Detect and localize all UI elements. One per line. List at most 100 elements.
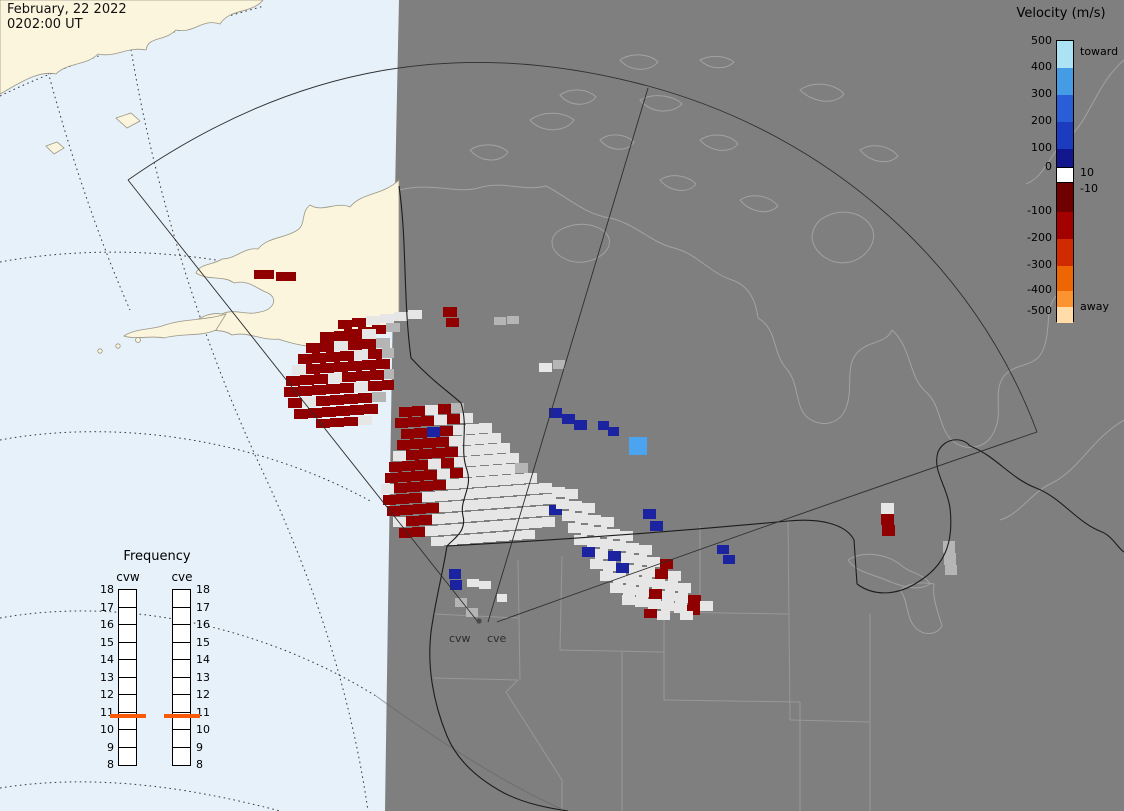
velocity-cell [644,609,657,618]
timestamp: February, 22 2022 0202:00 UT [7,2,127,33]
velocity-cell [320,363,334,373]
velocity-cell [635,597,648,607]
velocity-cell [622,595,635,605]
velocity-cell [434,415,447,425]
velocity-cell [613,541,626,551]
velocity-cell [410,439,423,449]
velocity-cell [475,434,488,444]
velocity-cell [383,495,396,505]
velocity-cell [402,461,415,471]
velocity-tick-label: 10 [1080,166,1094,179]
velocity-cell [380,314,394,323]
velocity-cell [394,483,407,493]
velocity-cell [463,467,476,477]
velocity-cell [717,545,729,554]
velocity-cell [688,595,701,605]
velocity-cell [623,585,636,595]
velocity-cell [406,516,419,526]
frequency-scale-number: 10 [196,723,210,736]
velocity-cell [446,318,459,327]
velocity-cell [421,416,434,426]
coastlines-night [398,54,1124,634]
frequency-scale-cell [119,748,136,766]
velocity-cell [490,521,503,531]
velocity-cell [662,591,675,601]
velocity-cell [474,488,487,498]
velocity-cell [330,395,344,405]
velocity-cell [574,420,587,430]
velocity-cell [393,451,406,461]
velocity-cell [334,362,348,372]
velocity-cell [608,551,621,561]
velocity-cell [450,468,463,478]
velocity-cell [320,332,334,342]
velocity-cell [471,511,484,521]
velocity-cell [944,553,956,565]
velocity-tick-label: 0 [1045,160,1052,173]
velocity-cell [553,360,565,369]
velocity-cell [334,331,348,341]
velocity-cell [449,569,461,579]
velocity-cell [600,571,613,581]
velocity-scale-segment [1057,183,1073,212]
velocity-cell [494,317,506,325]
velocity-cell [412,406,425,416]
velocity-cell [458,446,471,456]
frequency-column-label-cvw: cvw [116,570,140,584]
velocity-cell [552,487,565,497]
velocity-cell [485,476,498,486]
velocity-cell [569,501,582,511]
velocity-colorbar [1056,40,1074,323]
velocity-cell [396,494,409,504]
velocity-cell [382,380,394,390]
frequency-scale-number: 18 [196,583,210,596]
velocity-cell [376,338,390,348]
velocity-scale-segment [1057,41,1073,68]
velocity-cell [362,329,376,339]
velocity-cell [334,341,348,351]
velocity-cell [480,455,493,465]
velocity-cell [451,524,464,534]
frequency-scale-number: 15 [100,635,114,649]
frequency-scale-cell [173,643,190,660]
aleutian-island [97,348,103,354]
velocity-cell [634,555,647,565]
velocity-cell [439,502,452,512]
velocity-cell [500,486,513,496]
velocity-cell [542,517,555,527]
velocity-cell [493,454,506,464]
velocity-cell [511,474,524,484]
velocity-cell [356,371,370,381]
velocity-cell [453,425,466,435]
velocity-cell [424,470,437,480]
velocity-legend-title: Velocity (m/s) [1016,6,1106,21]
frequency-scale-cell [119,643,136,660]
frequency-scale-number: 9 [107,740,114,754]
velocity-tick-label: -100 [1027,204,1052,217]
velocity-cell [523,507,536,517]
land-alaska-peninsula [123,313,227,339]
velocity-cell [497,443,510,453]
velocity-cell [448,490,461,500]
frequency-scale-number: 12 [100,688,114,701]
velocity-cell [478,499,491,509]
radar-site-label-cve: cve [487,632,507,645]
velocity-cell [582,547,595,557]
frequency-marker-cvw [110,714,146,718]
velocity-cell [370,370,384,380]
velocity-cell [362,360,376,370]
velocity-cell [354,382,368,392]
velocity-cell [484,444,497,454]
velocity-cell [678,583,691,593]
velocity-cell [444,536,457,545]
frequency-scale-bar-cve [172,589,191,766]
velocity-cell [306,364,320,374]
frequency-scale-cell [173,730,190,748]
velocity-cell [316,419,330,428]
velocity-cell [449,436,462,446]
velocity-cell [639,577,652,587]
velocity-cell [574,535,587,545]
velocity-cell [445,447,458,457]
frequency-scale-cell [173,748,190,766]
